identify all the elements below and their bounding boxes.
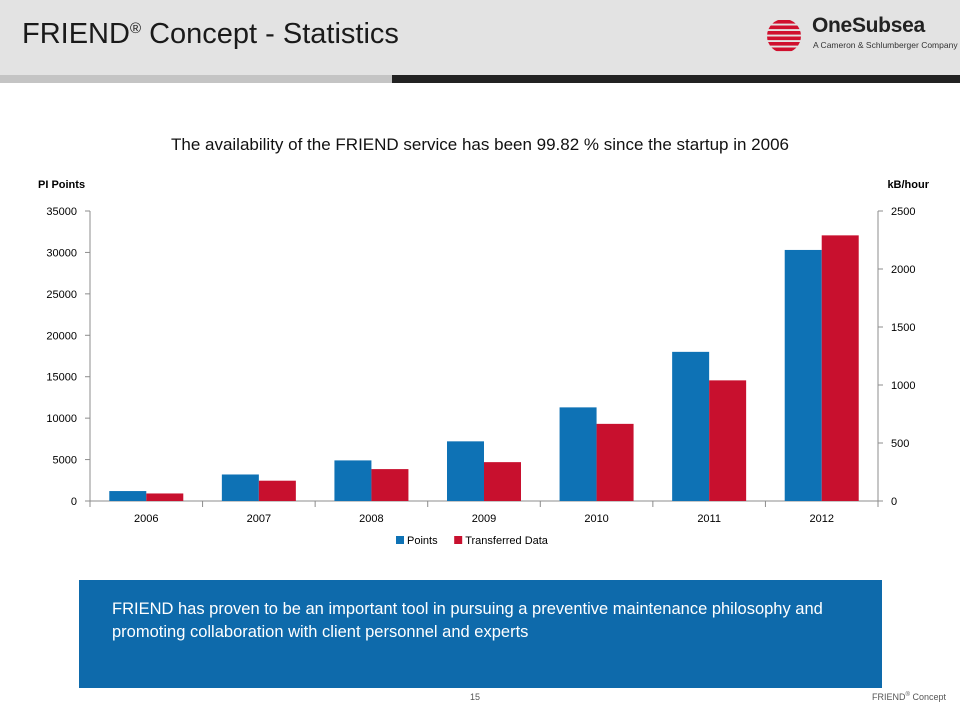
y-tick-label: 15000 xyxy=(46,372,77,384)
title-bar: FRIEND® Concept - Statistics OneSubsea A… xyxy=(0,0,960,75)
y-tick-label: 0 xyxy=(71,496,77,508)
y-right-tick-label: 500 xyxy=(891,438,909,450)
bar-points xyxy=(334,460,372,501)
y-right-tick-label: 1000 xyxy=(891,380,915,392)
logo-name: OneSubsea xyxy=(812,14,925,37)
y-tick-label: 10000 xyxy=(46,413,77,425)
bar-transferred-data xyxy=(596,423,634,501)
y-tick-label: 5000 xyxy=(53,455,77,467)
globe-logo-icon xyxy=(767,20,801,52)
availability-statement: The availability of the FRIEND service h… xyxy=(170,135,789,154)
y-tick-label: 20000 xyxy=(46,330,77,342)
bar-points xyxy=(672,351,710,501)
x-tick-label: 2011 xyxy=(697,513,721,525)
company-logo: OneSubsea A Cameron & Schlumberger Compa… xyxy=(764,14,958,58)
y-right-tick-label: 0 xyxy=(891,496,897,508)
summary-callout: FRIEND has proven to be an important too… xyxy=(79,580,882,688)
bar-points xyxy=(109,491,147,501)
y-axis-title: PI Points xyxy=(38,179,85,191)
y-tick-label: 35000 xyxy=(46,206,77,218)
bar-transferred-data xyxy=(371,469,409,501)
summary-text: FRIEND has proven to be an important too… xyxy=(112,600,823,641)
legend-label: Points xyxy=(407,535,438,547)
bar-points xyxy=(221,474,259,501)
legend-swatch xyxy=(454,536,463,544)
y-right-tick-label: 2000 xyxy=(891,264,915,276)
logo-tagline: A Cameron & Schlumberger Company xyxy=(813,40,958,50)
y-tick-label: 25000 xyxy=(46,289,77,301)
header-divider xyxy=(0,75,392,83)
y-right-tick-label: 2500 xyxy=(891,206,915,218)
bar-transferred-data xyxy=(484,462,521,501)
footer-label: FRIEND® Concept xyxy=(872,692,946,702)
slide-title: FRIEND® Concept - Statistics xyxy=(22,18,399,50)
x-tick-label: 2012 xyxy=(809,513,833,525)
legend-label: Transferred Data xyxy=(465,535,549,547)
x-tick-label: 2008 xyxy=(359,513,383,525)
bar-points xyxy=(784,249,822,501)
x-tick-label: 2010 xyxy=(584,513,608,525)
y-tick-label: 30000 xyxy=(46,247,77,259)
y-right-tick-label: 1500 xyxy=(891,322,915,334)
page-number: 15 xyxy=(470,692,481,702)
bar-transferred-data xyxy=(146,493,184,501)
bar-points xyxy=(559,407,597,501)
bar-points xyxy=(447,441,484,501)
bar-transferred-data xyxy=(709,380,747,501)
bar-transferred-data xyxy=(258,480,296,501)
x-tick-label: 2009 xyxy=(472,513,496,525)
legend-swatch xyxy=(396,536,404,544)
header-divider-dark xyxy=(392,75,960,83)
bar-transferred-data xyxy=(821,235,859,502)
statistics-chart: PI Points kB/hour050001000015000200002500… xyxy=(38,179,930,547)
x-tick-label: 2006 xyxy=(134,513,158,525)
y-axis-right-title: kB/hour xyxy=(887,179,929,191)
x-tick-label: 2007 xyxy=(247,513,271,525)
